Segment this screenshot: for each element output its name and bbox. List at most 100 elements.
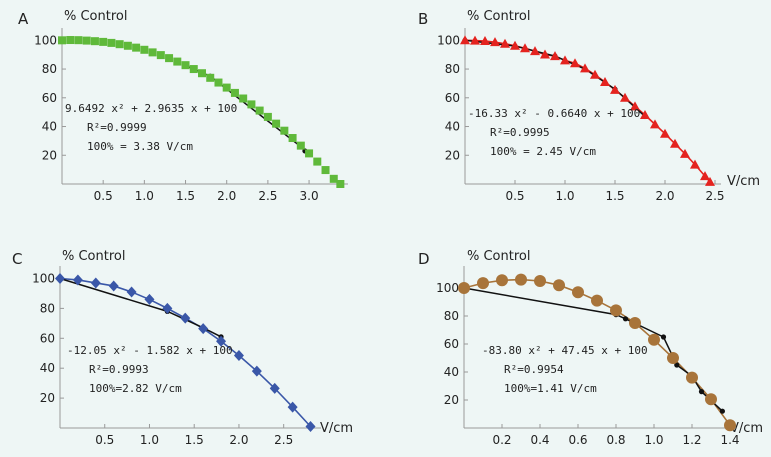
data-point	[206, 73, 215, 82]
data-point	[648, 333, 660, 346]
data-point	[214, 78, 223, 87]
data-point	[148, 48, 157, 57]
fit-point	[674, 362, 680, 368]
panel-letter: B	[418, 10, 428, 28]
data-point	[336, 180, 345, 188]
y-tick-label: 40	[40, 361, 55, 375]
data-point	[313, 157, 322, 166]
y-tick-label: 60	[40, 331, 55, 345]
data-point	[222, 83, 231, 92]
data-point	[610, 84, 620, 94]
data-point	[288, 134, 297, 143]
equation-label: -16.33 x² - 0.6640 x + 100	[468, 107, 640, 120]
data-point	[572, 286, 584, 299]
data-point	[198, 323, 209, 335]
data-point	[329, 174, 338, 183]
x-tick-label: 2.0	[217, 189, 236, 203]
data-point	[140, 45, 149, 54]
data-point	[269, 382, 280, 394]
data-point	[520, 43, 530, 53]
x-tick-label: 1.0	[644, 433, 663, 447]
data-point	[126, 286, 137, 298]
data-point	[560, 55, 570, 65]
data-point	[477, 277, 489, 290]
r-squared-label: R²=0.9995	[490, 126, 550, 139]
data-point	[115, 40, 124, 49]
data-point	[181, 61, 190, 70]
data-point	[496, 274, 508, 287]
data-point	[165, 54, 174, 63]
panel-letter: C	[12, 250, 22, 268]
data-point	[263, 112, 272, 121]
data-point	[570, 58, 580, 68]
data-point	[724, 419, 736, 432]
calibration-label: 100% = 3.38 V/cm	[87, 140, 193, 153]
fit-point	[698, 389, 705, 395]
data-point	[530, 46, 540, 56]
x-tick-label: 2.5	[274, 433, 293, 447]
data-point	[580, 63, 590, 73]
x-tick-label: 0.2	[492, 433, 511, 447]
x-tick-label: 1.4	[720, 433, 739, 447]
y-tick-label: 20	[444, 393, 459, 407]
x-tick-label: 1.5	[605, 189, 624, 203]
panel-d: D % Control V/cm 0.2 0.4 0.6 0.8 1.0 1.2 1.4 20 40 6…	[418, 249, 763, 447]
data-point	[156, 51, 165, 60]
data-point	[458, 282, 470, 294]
data-point	[90, 37, 99, 46]
data-point	[591, 294, 603, 307]
data-point	[630, 101, 640, 111]
y-axis-label: % Control	[467, 249, 530, 264]
data-point	[620, 92, 630, 102]
data-point	[162, 302, 173, 314]
data-point	[490, 37, 500, 47]
y-tick-label: 100	[437, 33, 460, 47]
x-tick-label: 2.0	[655, 189, 674, 203]
fit-line	[59, 277, 222, 338]
panel-letter: A	[18, 10, 29, 28]
calibration-label: 100%=1.41 V/cm	[504, 382, 597, 395]
data-point	[90, 277, 101, 289]
y-tick-label: 20	[40, 391, 55, 405]
y-axis-label: % Control	[467, 9, 530, 24]
data-point	[321, 166, 330, 175]
data-point	[510, 40, 520, 50]
data-point	[690, 159, 700, 169]
data-point	[515, 273, 527, 286]
data-point	[198, 69, 206, 78]
data-point	[272, 119, 281, 128]
y-tick-label: 20	[445, 148, 460, 162]
data-point	[500, 38, 510, 48]
y-tick-label: 40	[444, 365, 459, 379]
data-point	[123, 41, 132, 50]
x-tick-label: 3.0	[300, 189, 319, 203]
x-tick-label: 2.0	[229, 433, 248, 447]
data-point	[255, 106, 264, 115]
data-point	[305, 421, 316, 433]
data-point	[705, 393, 717, 406]
x-tick-label: 1.5	[176, 189, 195, 203]
x-tick-label: 1.2	[682, 433, 701, 447]
x-tick-label: 1.0	[135, 189, 154, 203]
data-point	[660, 128, 670, 138]
data-point	[680, 148, 690, 158]
data-point	[72, 274, 83, 286]
r-squared-label: R²=0.9999	[87, 121, 147, 134]
x-tick-label: 0.5	[505, 189, 524, 203]
x-tick-label: 0.5	[94, 189, 113, 203]
data-point	[82, 36, 91, 45]
data-point	[189, 65, 198, 74]
data-point	[74, 36, 83, 45]
x-tick-label: 1.0	[140, 433, 159, 447]
y-tick-label: 60	[42, 91, 57, 105]
calibration-label: 100% = 2.45 V/cm	[490, 145, 596, 158]
data-point	[480, 36, 490, 46]
data-point	[550, 51, 560, 61]
data-point	[553, 279, 565, 292]
data-point	[99, 37, 108, 46]
data-point	[66, 36, 75, 45]
data-point	[470, 35, 480, 45]
data-point	[216, 335, 227, 347]
y-tick-label: 100	[32, 271, 55, 285]
data-point	[534, 275, 546, 287]
